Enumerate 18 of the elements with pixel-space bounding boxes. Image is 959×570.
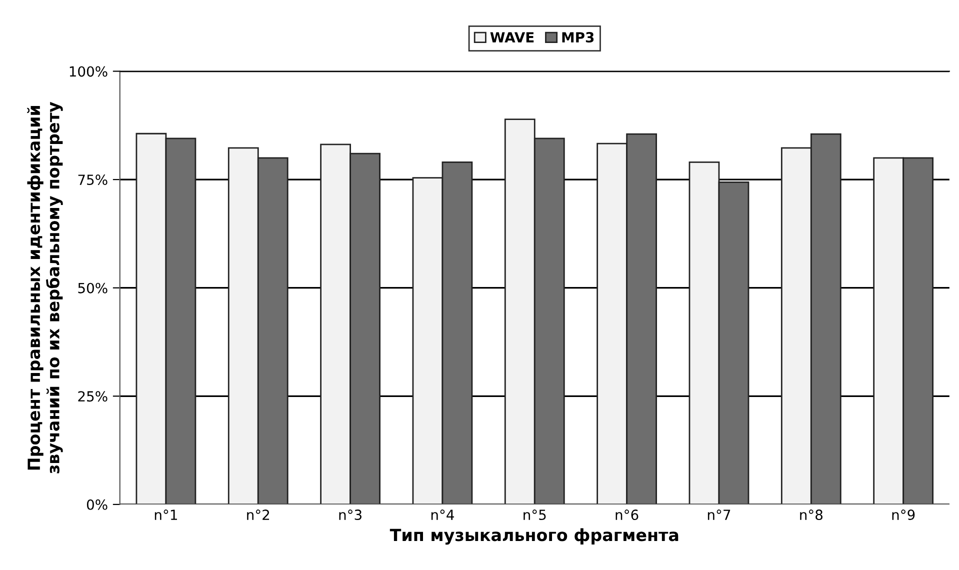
y-tick-label: 50% [78, 282, 108, 294]
y-tick-label: 75% [78, 174, 108, 186]
legend-label: MP3 [562, 32, 594, 43]
y-tick-label: 0% [86, 499, 108, 510]
y-axis-title: Процент правильных идентификаций звучаний по их вербальному портрету [27, 102, 63, 474]
x-tick-label: n°2 [247, 510, 270, 520]
x-tick-label: n°7 [708, 510, 730, 520]
y-tick-label: 100% [70, 66, 108, 77]
x-tick-label: n°9 [892, 510, 915, 520]
x-tick-label: n°4 [431, 510, 454, 520]
x-tick-label: n°3 [339, 510, 362, 520]
x-tick-label: n°6 [616, 510, 638, 520]
y-tick-label: 25% [78, 391, 108, 402]
x-axis-title: Тип музыкального фрагмента [390, 528, 678, 545]
legend-label: WAVE [490, 32, 534, 42]
x-tick-label: n°1 [154, 510, 177, 520]
x-tick-label: n°5 [524, 510, 546, 520]
x-tick-label: n°8 [800, 510, 822, 520]
